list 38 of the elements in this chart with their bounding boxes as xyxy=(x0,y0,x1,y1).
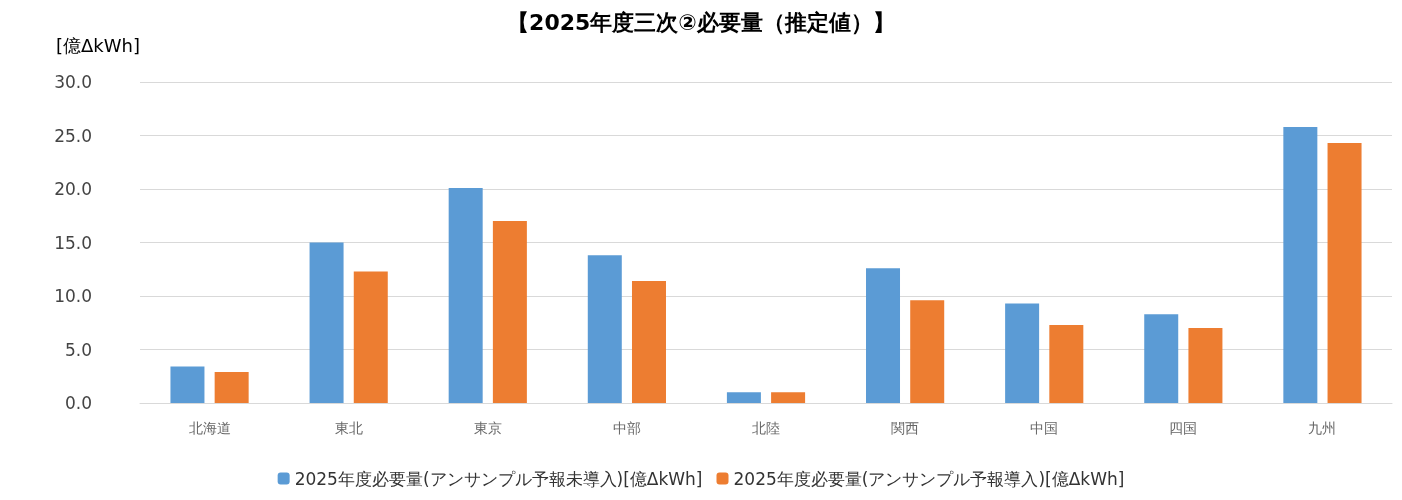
bar xyxy=(492,221,527,403)
bar xyxy=(1049,324,1084,403)
y-tick-label: 0.0 xyxy=(64,393,92,413)
bar xyxy=(910,300,945,403)
x-tick-label: 北陸 xyxy=(752,420,780,436)
x-tick-label: 四国 xyxy=(1169,420,1198,436)
bar xyxy=(1283,126,1318,403)
bar xyxy=(1005,303,1040,403)
y-tick-label: 15.0 xyxy=(54,232,92,253)
y-tick-label: 5.0 xyxy=(64,339,92,360)
x-tick-label: 北海道 xyxy=(188,420,231,436)
y-tick-label: 30.0 xyxy=(54,72,92,92)
bar xyxy=(1327,142,1362,403)
y-tick-label: 20.0 xyxy=(54,179,92,199)
legend-label: 2025年度必要量(アンサンプル予報未導入)[億ΔkWh] xyxy=(294,468,703,489)
bar xyxy=(631,281,666,403)
legend-label: 2025年度必要量(アンサンプル予報導入)[億ΔkWh] xyxy=(733,468,1125,489)
chart-title: 【2025年度三次②必要量（推定値）】 xyxy=(507,9,895,35)
x-tick-label: 中国 xyxy=(1030,420,1059,436)
bar xyxy=(1144,314,1179,403)
bar xyxy=(214,371,249,403)
x-tick-label: 中部 xyxy=(612,420,641,436)
x-tick-label: 東京 xyxy=(473,420,502,436)
bar xyxy=(170,366,205,403)
bar xyxy=(771,392,806,403)
y-tick-label: 10.0 xyxy=(54,286,92,306)
bar xyxy=(726,392,761,403)
y-tick-label: 25.0 xyxy=(54,125,92,146)
x-tick-label: 東北 xyxy=(334,420,363,436)
x-tick-label: 関西 xyxy=(891,420,920,436)
bar xyxy=(1188,328,1223,403)
y-axis-title: [億ΔkWh] xyxy=(56,34,140,56)
bar xyxy=(866,268,901,403)
bar xyxy=(448,187,483,403)
x-tick-label: 九州 xyxy=(1308,420,1337,436)
bar xyxy=(587,255,622,403)
bar xyxy=(353,271,388,403)
bar xyxy=(309,242,344,403)
